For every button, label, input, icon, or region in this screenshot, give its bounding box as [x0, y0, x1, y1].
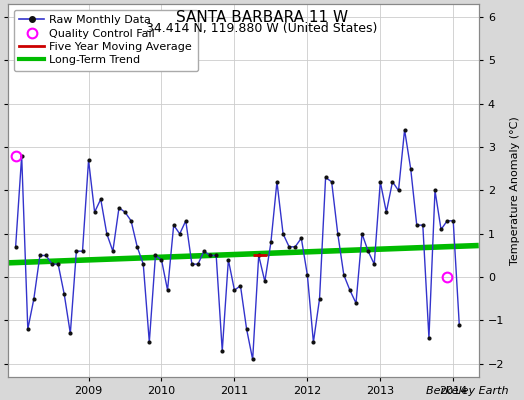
Five Year Moving Average — [264, 252, 270, 257]
Raw Monthly Data — [456, 322, 462, 327]
Raw Monthly Data — [401, 128, 408, 132]
Raw Monthly Data — [158, 258, 165, 262]
Five Year Moving Average — [249, 252, 256, 257]
Raw Monthly Data — [13, 244, 19, 249]
Raw Monthly Data — [261, 279, 268, 284]
Legend: Raw Monthly Data, Quality Control Fail, Five Year Moving Average, Long-Term Tren: Raw Monthly Data, Quality Control Fail, … — [14, 10, 198, 71]
Text: SANTA BARBARA 11 W: SANTA BARBARA 11 W — [176, 10, 348, 25]
Raw Monthly Data — [426, 336, 432, 340]
Line: Raw Monthly Data: Raw Monthly Data — [16, 130, 459, 360]
Text: Berkeley Earth: Berkeley Earth — [426, 386, 508, 396]
Text: 34.414 N, 119.880 W (United States): 34.414 N, 119.880 W (United States) — [146, 22, 378, 35]
Y-axis label: Temperature Anomaly (°C): Temperature Anomaly (°C) — [510, 116, 520, 265]
Raw Monthly Data — [268, 240, 274, 245]
Raw Monthly Data — [110, 249, 116, 254]
Raw Monthly Data — [249, 357, 256, 362]
Raw Monthly Data — [104, 232, 110, 236]
